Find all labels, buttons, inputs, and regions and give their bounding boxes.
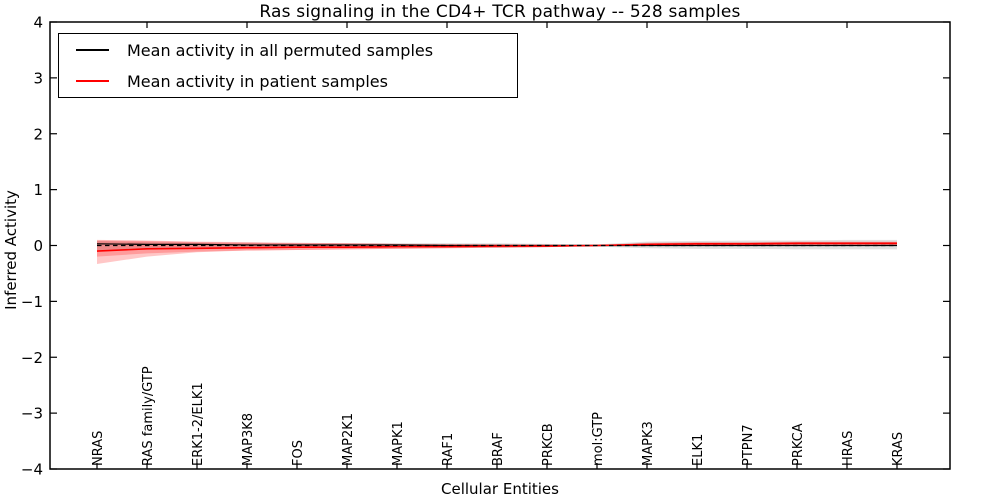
x-category-label: MAP2K1: [341, 413, 356, 466]
x-category-label: MAPK3: [641, 421, 656, 466]
legend-line-sample-black: [76, 49, 109, 51]
y-tick-label: 0: [33, 237, 43, 255]
y-tick-label: −4: [21, 461, 43, 479]
x-axis-label: Cellular Entities: [441, 480, 559, 498]
y-tick-label: −1: [21, 293, 43, 311]
x-category-label: mol:GTP: [591, 412, 606, 466]
x-category-label: PRKCA: [791, 423, 806, 466]
x-category-label: MAPK1: [391, 421, 406, 466]
legend-label: Mean activity in all permuted samples: [127, 40, 434, 60]
y-tick-label: 3: [33, 69, 43, 87]
x-category-label: ELK1: [691, 434, 706, 466]
chart-title: Ras signaling in the CD4+ TCR pathway --…: [259, 2, 741, 22]
x-category-label: KRAS: [891, 432, 906, 466]
y-tick-label: 1: [33, 181, 43, 199]
x-category-label: NRAS: [91, 431, 106, 466]
x-category-label: FOS: [291, 440, 306, 466]
y-tick-label: −2: [21, 349, 43, 367]
x-category-label: PTPN7: [741, 424, 756, 466]
x-category-label: HRAS: [841, 431, 856, 466]
x-category-label: BRAF: [491, 432, 506, 466]
legend-entry-patient: Mean activity in patient samples: [59, 66, 517, 96]
y-tick-label: −3: [21, 405, 43, 423]
x-category-label: PRKCB: [541, 423, 556, 466]
patient-samples-std-band-outer: [97, 240, 897, 264]
x-category-label: RAF1: [441, 433, 456, 466]
y-tick-label: 2: [33, 125, 43, 143]
x-category-label: ERK1-2/ELK1: [191, 382, 206, 466]
y-tick-label: 4: [33, 14, 43, 32]
legend: Mean activity in all permuted samples Me…: [58, 33, 518, 98]
x-category-label: RAS family/GTP: [141, 366, 156, 466]
legend-line-sample-red: [76, 80, 109, 82]
legend-label: Mean activity in patient samples: [127, 71, 388, 91]
x-category-label: MAP3K8: [241, 413, 256, 466]
legend-entry-permuted: Mean activity in all permuted samples: [59, 35, 517, 65]
